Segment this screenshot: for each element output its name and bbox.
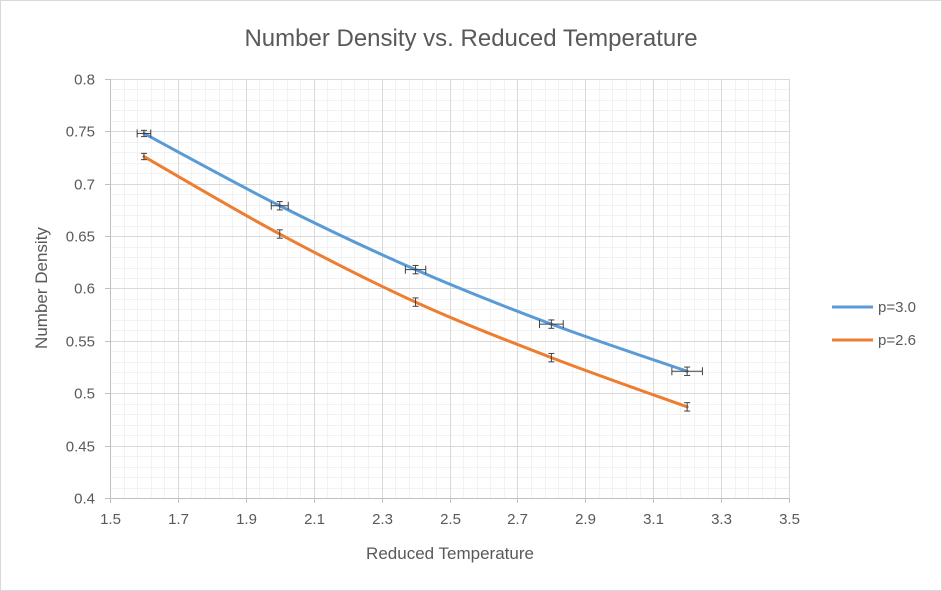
y-tick-label: 0.8 bbox=[74, 72, 95, 89]
y-tick-label: 0.75 bbox=[66, 124, 95, 141]
grid bbox=[110, 79, 790, 499]
y-tick-label: 0.6 bbox=[74, 281, 95, 298]
x-tick-label: 2.7 bbox=[507, 511, 528, 528]
series-line-p=3.0 bbox=[142, 131, 689, 373]
x-tick-label: 3.5 bbox=[779, 511, 800, 528]
x-tick-label: 2.3 bbox=[372, 511, 393, 528]
y-tick-label: 0.5 bbox=[74, 386, 95, 403]
y-tick-label: 0.45 bbox=[66, 439, 95, 456]
x-tick-label: 2.5 bbox=[440, 511, 461, 528]
legend-label-p=2.6: p=2.6 bbox=[878, 332, 916, 349]
y-axis-title: Number Density bbox=[32, 227, 51, 349]
y-tick-label: 0.55 bbox=[66, 334, 95, 351]
x-tick-label: 1.7 bbox=[168, 511, 189, 528]
x-tick-label: 3.1 bbox=[643, 511, 664, 528]
x-tick-label: 2.1 bbox=[304, 511, 325, 528]
x-tick-label: 2.9 bbox=[575, 511, 596, 528]
y-tick-label: 0.65 bbox=[66, 229, 95, 246]
x-tick-label: 1.5 bbox=[100, 511, 121, 528]
chart-title: Number Density vs. Reduced Temperature bbox=[244, 25, 697, 52]
legend: p=3.0 p=2.6 bbox=[832, 299, 916, 349]
x-tick-label: 3.3 bbox=[711, 511, 732, 528]
y-tick-label: 0.7 bbox=[74, 177, 95, 194]
axes: 1.5 1.7 1.9 2.1 2.3 2.5 2.7 2.9 3.1 3.3 3.5 0.4 0.45… bbox=[66, 72, 800, 529]
legend-label-p=3.0: p=3.0 bbox=[878, 299, 916, 316]
error-bars bbox=[136, 129, 703, 412]
y-tick-label: 0.4 bbox=[74, 491, 95, 508]
x-axis-title: Reduced Temperature bbox=[366, 544, 534, 563]
x-tick-label: 1.9 bbox=[236, 511, 257, 528]
